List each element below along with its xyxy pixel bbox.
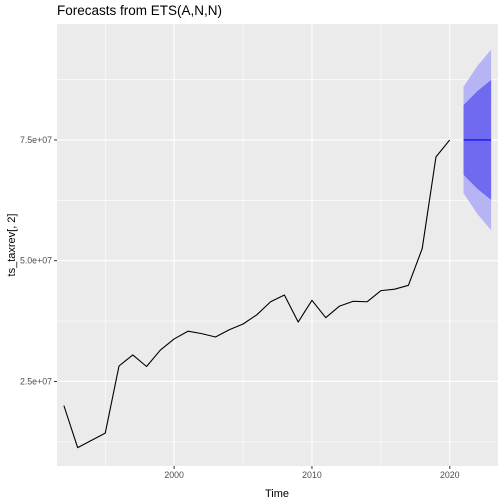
series-lines: [63, 139, 492, 449]
plot-panel: [57, 24, 498, 466]
y-axis-title: ts_taxrev[, 2]: [6, 214, 18, 277]
tick-labels: 2000 2010 2020 2.5e+07 5.0e+07 7.5e+07: [20, 135, 460, 480]
x-tick-label: 2000: [164, 470, 184, 480]
y-tick-label: 2.5e+07: [20, 376, 52, 386]
x-axis-title: Time: [265, 488, 289, 500]
grid-minor: [57, 24, 498, 466]
grid-major: [57, 24, 498, 466]
axis-ticks: [54, 139, 451, 469]
y-tick-label: 5.0e+07: [20, 256, 52, 266]
chart-title: Forecasts from ETS(A,N,N): [57, 3, 222, 18]
x-tick-label: 2020: [440, 470, 460, 480]
y-tick-label: 7.5e+07: [20, 135, 52, 145]
series-line-observed: [63, 139, 451, 449]
x-tick-label: 2010: [302, 470, 322, 480]
